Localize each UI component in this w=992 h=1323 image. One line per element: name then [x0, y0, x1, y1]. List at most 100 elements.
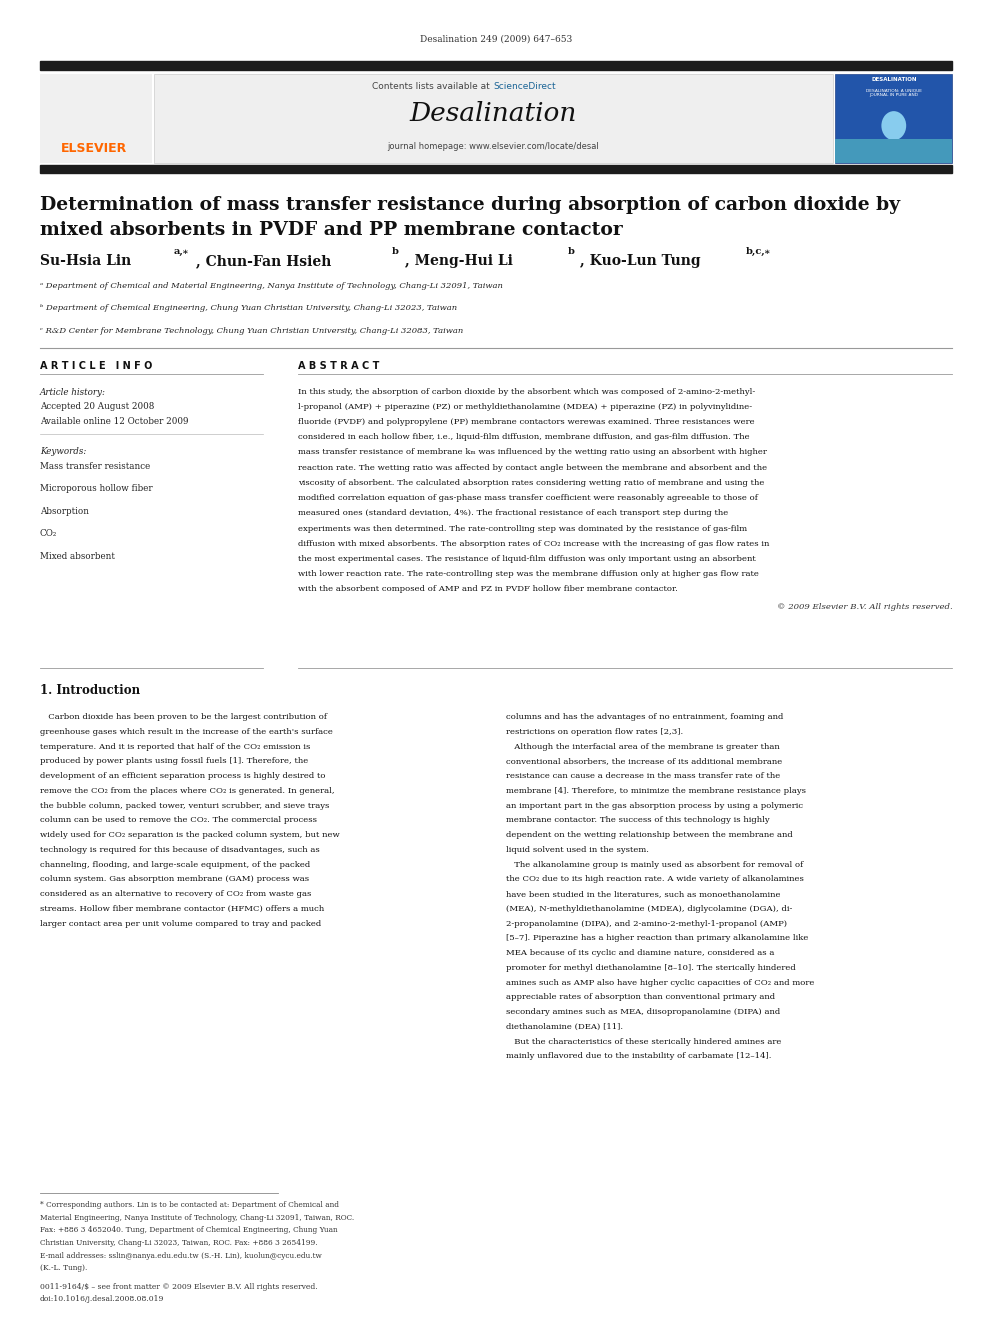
Text: Article history:: Article history:: [40, 388, 106, 397]
Text: temperature. And it is reported that half of the CO₂ emission is: temperature. And it is reported that hal…: [40, 742, 310, 750]
Text: Material Engineering, Nanya Institute of Technology, Chang-Li 32091, Taiwan, ROC: Material Engineering, Nanya Institute of…: [40, 1215, 354, 1222]
Text: modified correlation equation of gas-phase mass transfer coefficient were reason: modified correlation equation of gas-pha…: [298, 493, 758, 503]
Bar: [40, 165, 952, 173]
Text: liquid solvent used in the system.: liquid solvent used in the system.: [506, 845, 649, 853]
Text: DESALINATION: DESALINATION: [871, 77, 917, 82]
Text: l-propanol (AMP) + piperazine (PZ) or methyldiethanolamine (MDEA) + piperazine (: l-propanol (AMP) + piperazine (PZ) or me…: [298, 402, 752, 411]
Text: mainly unflavored due to the instability of carbamate [12–14].: mainly unflavored due to the instability…: [506, 1052, 772, 1060]
Text: In this study, the absorption of carbon dioxide by the absorbent which was compo: In this study, the absorption of carbon …: [298, 388, 755, 396]
Text: b: b: [392, 247, 399, 257]
Text: Christian University, Chang-Li 32023, Taiwan, ROC. Fax: +886 3 2654199.: Christian University, Chang-Li 32023, Ta…: [40, 1238, 317, 1248]
Text: diethanolamine (DEA) [11].: diethanolamine (DEA) [11].: [506, 1023, 623, 1031]
Text: ᵇ Department of Chemical Engineering, Chung Yuan Christian University, Chang-Li : ᵇ Department of Chemical Engineering, Ch…: [40, 304, 456, 312]
Text: greenhouse gases which result in the increase of the earth's surface: greenhouse gases which result in the inc…: [40, 728, 332, 736]
Text: b: b: [567, 247, 574, 257]
Text: secondary amines such as MEA, diisopropanolamine (DIPA) and: secondary amines such as MEA, diisopropa…: [506, 1008, 780, 1016]
Text: Mass transfer resistance: Mass transfer resistance: [40, 462, 150, 471]
Text: , Chun-Fan Hsieh: , Chun-Fan Hsieh: [196, 254, 331, 269]
Text: diffusion with mixed absorbents. The absorption rates of CO₂ increase with the i: diffusion with mixed absorbents. The abs…: [298, 540, 769, 548]
Text: development of an efficient separation process is highly desired to: development of an efficient separation p…: [40, 773, 325, 781]
Text: mass transfer resistance of membrane kₘ was influenced by the wetting ratio usin: mass transfer resistance of membrane kₘ …: [298, 448, 767, 456]
Text: (MEA), N-methyldiethanolamine (MDEA), diglycolamine (DGA), di-: (MEA), N-methyldiethanolamine (MDEA), di…: [506, 905, 793, 913]
Text: 1. Introduction: 1. Introduction: [40, 684, 140, 697]
Text: Keywords:: Keywords:: [40, 447, 86, 456]
Text: columns and has the advantages of no entrainment, foaming and: columns and has the advantages of no ent…: [506, 713, 784, 721]
Text: widely used for CO₂ separation is the packed column system, but new: widely used for CO₂ separation is the pa…: [40, 831, 339, 839]
Text: 2-propanolamine (DIPA), and 2-amino-2-methyl-1-propanol (AMP): 2-propanolamine (DIPA), and 2-amino-2-me…: [506, 919, 787, 927]
Text: Absorption: Absorption: [40, 507, 88, 516]
Text: amines such as AMP also have higher cyclic capacities of CO₂ and more: amines such as AMP also have higher cycl…: [506, 979, 814, 987]
Text: membrane [4]. Therefore, to minimize the membrane resistance plays: membrane [4]. Therefore, to minimize the…: [506, 787, 806, 795]
Text: Contents lists available at: Contents lists available at: [372, 82, 493, 91]
Text: Fax: +886 3 4652040. Tung, Department of Chemical Engineering, Chung Yuan: Fax: +886 3 4652040. Tung, Department of…: [40, 1226, 337, 1234]
Text: But the characteristics of these sterically hindered amines are: But the characteristics of these sterica…: [506, 1037, 782, 1045]
Text: DESALINATION: A UNIQUE
JOURNAL IN PURE AND: DESALINATION: A UNIQUE JOURNAL IN PURE A…: [866, 89, 922, 98]
Text: © 2009 Elsevier B.V. All rights reserved.: © 2009 Elsevier B.V. All rights reserved…: [777, 603, 952, 611]
Text: with the absorbent composed of AMP and PZ in PVDF hollow fiber membrane contacto: with the absorbent composed of AMP and P…: [298, 585, 678, 594]
Text: [5–7]. Piperazine has a higher reaction than primary alkanolamine like: [5–7]. Piperazine has a higher reaction …: [506, 934, 808, 942]
Text: streams. Hollow fiber membrane contactor (HFMC) offers a much: streams. Hollow fiber membrane contactor…: [40, 905, 324, 913]
Text: resistance can cause a decrease in the mass transfer rate of the: resistance can cause a decrease in the m…: [506, 773, 780, 781]
Text: Available online 12 October 2009: Available online 12 October 2009: [40, 417, 188, 426]
Text: with lower reaction rate. The rate-controlling step was the membrane diffusion o: with lower reaction rate. The rate-contr…: [298, 570, 759, 578]
Text: channeling, flooding, and large-scale equipment, of the packed: channeling, flooding, and large-scale eq…: [40, 860, 310, 869]
Text: CO₂: CO₂: [40, 529, 57, 538]
Text: journal homepage: www.elsevier.com/locate/desal: journal homepage: www.elsevier.com/locat…: [387, 142, 599, 151]
Text: ELSEVIER: ELSEVIER: [62, 142, 127, 155]
Text: Mixed absorbent: Mixed absorbent: [40, 552, 114, 561]
Text: conventional absorbers, the increase of its additional membrane: conventional absorbers, the increase of …: [506, 757, 782, 765]
Text: Accepted 20 August 2008: Accepted 20 August 2008: [40, 402, 154, 411]
Text: , Kuo-Lun Tung: , Kuo-Lun Tung: [580, 254, 701, 269]
Text: restrictions on operation flow rates [2,3].: restrictions on operation flow rates [2,…: [506, 728, 683, 736]
Text: measured ones (standard deviation, 4%). The fractional resistance of each transp: measured ones (standard deviation, 4%). …: [298, 509, 728, 517]
Text: technology is required for this because of disadvantages, such as: technology is required for this because …: [40, 845, 319, 853]
Ellipse shape: [882, 111, 907, 140]
Text: * Corresponding authors. Lin is to be contacted at: Department of Chemical and: * Corresponding authors. Lin is to be co…: [40, 1201, 338, 1209]
Text: (K.-L. Tung).: (K.-L. Tung).: [40, 1265, 87, 1273]
Text: the CO₂ due to its high reaction rate. A wide variety of alkanolamines: the CO₂ due to its high reaction rate. A…: [506, 876, 804, 884]
Text: appreciable rates of absorption than conventional primary and: appreciable rates of absorption than con…: [506, 994, 775, 1002]
Text: doi:10.1016/j.desal.2008.08.019: doi:10.1016/j.desal.2008.08.019: [40, 1295, 164, 1303]
Text: ScienceDirect: ScienceDirect: [493, 82, 556, 91]
Text: Microporous hollow fiber: Microporous hollow fiber: [40, 484, 153, 493]
Bar: [835, 74, 952, 163]
Text: larger contact area per unit volume compared to tray and packed: larger contact area per unit volume comp…: [40, 919, 321, 927]
Text: membrane contactor. The success of this technology is highly: membrane contactor. The success of this …: [506, 816, 770, 824]
Text: promoter for methyl diethanolamine [8–10]. The sterically hindered: promoter for methyl diethanolamine [8–10…: [506, 964, 796, 972]
Text: 0011-9164/$ – see front matter © 2009 Elsevier B.V. All rights reserved.: 0011-9164/$ – see front matter © 2009 El…: [40, 1283, 317, 1291]
Text: Desalination: Desalination: [410, 101, 576, 126]
Text: b,c,⁎: b,c,⁎: [746, 247, 771, 257]
Text: fluoride (PVDF) and polypropylene (PP) membrane contactors werewas examined. Thr: fluoride (PVDF) and polypropylene (PP) m…: [298, 418, 754, 426]
Text: viscosity of absorbent. The calculated absorption rates considering wetting rati: viscosity of absorbent. The calculated a…: [298, 479, 764, 487]
Text: , Meng-Hui Li: , Meng-Hui Li: [405, 254, 513, 269]
Text: the most experimental cases. The resistance of liquid-film diffusion was only im: the most experimental cases. The resista…: [298, 554, 755, 564]
Text: produced by power plants using fossil fuels [1]. Therefore, the: produced by power plants using fossil fu…: [40, 757, 308, 765]
Text: mixed absorbents in PVDF and PP membrane contactor: mixed absorbents in PVDF and PP membrane…: [40, 221, 622, 239]
Text: an important part in the gas absorption process by using a polymeric: an important part in the gas absorption …: [506, 802, 804, 810]
Text: Determination of mass transfer resistance during absorption of carbon dioxide by: Determination of mass transfer resistanc…: [40, 196, 900, 214]
Text: column system. Gas absorption membrane (GAM) process was: column system. Gas absorption membrane (…: [40, 876, 309, 884]
Text: Desalination 249 (2009) 647–653: Desalination 249 (2009) 647–653: [420, 34, 572, 44]
Text: considered as an alternative to recovery of CO₂ from waste gas: considered as an alternative to recovery…: [40, 890, 311, 898]
Text: The alkanolamine group is mainly used as absorbent for removal of: The alkanolamine group is mainly used as…: [506, 860, 804, 869]
Text: A R T I C L E   I N F O: A R T I C L E I N F O: [40, 361, 152, 372]
Text: considered in each hollow fiber, i.e., liquid-film diffusion, membrane diffusion: considered in each hollow fiber, i.e., l…: [298, 433, 749, 442]
Text: Although the interfacial area of the membrane is greater than: Although the interfacial area of the mem…: [506, 742, 780, 750]
Text: dependent on the wetting relationship between the membrane and: dependent on the wetting relationship be…: [506, 831, 793, 839]
Text: A B S T R A C T: A B S T R A C T: [298, 361, 379, 372]
Text: MEA because of its cyclic and diamine nature, considered as a: MEA because of its cyclic and diamine na…: [506, 949, 775, 957]
Text: Su-Hsia Lin: Su-Hsia Lin: [40, 254, 131, 269]
FancyBboxPatch shape: [154, 74, 833, 163]
Text: E-mail addresses: sslin@nanya.edu.edu.tw (S.-H. Lin), kuolun@cycu.edu.tw: E-mail addresses: sslin@nanya.edu.edu.tw…: [40, 1252, 321, 1259]
Text: a,⁎: a,⁎: [174, 247, 188, 257]
Text: have been studied in the literatures, such as monoethanolamine: have been studied in the literatures, su…: [506, 890, 781, 898]
Text: reaction rate. The wetting ratio was affected by contact angle between the membr: reaction rate. The wetting ratio was aff…: [298, 463, 767, 472]
Text: experiments was then determined. The rate-controlling step was dominated by the : experiments was then determined. The rat…: [298, 524, 747, 533]
Bar: [40, 61, 952, 70]
Text: remove the CO₂ from the places where CO₂ is generated. In general,: remove the CO₂ from the places where CO₂…: [40, 787, 334, 795]
Bar: [835, 139, 952, 163]
Text: the bubble column, packed tower, venturi scrubber, and sieve trays: the bubble column, packed tower, venturi…: [40, 802, 329, 810]
Text: Carbon dioxide has been proven to be the largest contribution of: Carbon dioxide has been proven to be the…: [40, 713, 326, 721]
Text: ᵃ Department of Chemical and Material Engineering, Nanya Institute of Technology: ᵃ Department of Chemical and Material En…: [40, 282, 503, 290]
Bar: [40, 74, 152, 163]
